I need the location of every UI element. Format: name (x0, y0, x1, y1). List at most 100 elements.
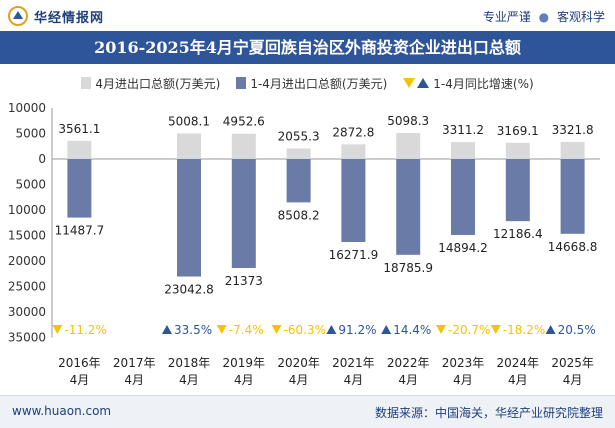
cumulative-total-bar (231, 159, 256, 269)
footer-source: 数据来源：中国海关，华经产业研究院整理 (374, 406, 603, 420)
x-tick-label-month: 4月 (398, 373, 418, 387)
x-tick-label-year: 2018年 (168, 356, 211, 370)
cumulative-total-label: 8508.2 (278, 208, 320, 222)
cumulative-total-bar (505, 159, 530, 222)
cumulative-total-bar (177, 159, 201, 277)
x-tick-label-year: 2017年 (113, 356, 156, 370)
cumulative-total-label: 14894.2 (438, 241, 488, 255)
cumulative-total-label: 23042.8 (164, 283, 214, 297)
growth-up-triangle-icon (545, 325, 556, 334)
growth-down-triangle-icon (216, 325, 227, 334)
monthly-total-label: 3169.1 (497, 124, 539, 138)
monthly-total-bar (67, 140, 92, 159)
growth-rate-label: 20.5% (558, 323, 596, 337)
x-tick-label-year: 2021年 (332, 356, 375, 370)
legend-item-growth: 1-4月同比增速(%) (403, 75, 534, 92)
huajing-logo-icon (8, 6, 28, 26)
growth-rate-label: -18.2% (503, 323, 545, 337)
x-tick-label-month: 4月 (508, 373, 528, 387)
tagline: 专业严谨 ● 客观科学 (483, 8, 605, 25)
growth-down-triangle-icon (436, 325, 446, 334)
monthly-total-bar (560, 142, 585, 159)
growth-down-triangle-icon (52, 325, 63, 334)
cumulative-total-bar (396, 159, 421, 255)
title-bar: 2016-2025年4月宁夏回族自治区外商投资企业进出口总额 (0, 31, 615, 64)
cumulative-total-bar (341, 159, 366, 242)
growth-rate-label: 33.5% (174, 323, 212, 337)
growth-up-triangle-icon (326, 325, 337, 334)
x-tick-label-month: 4月 (234, 373, 254, 387)
y-tick-label: 15000 (8, 229, 46, 243)
growth-rate-label: 14.4% (393, 323, 431, 337)
x-tick-label-year: 2025年 (551, 356, 594, 370)
bar-chart: 10000 5000 0 5000 10000 15000 20000 25000 30000 3… (8, 101, 600, 387)
x-tick-label-month: 4月 (289, 373, 309, 387)
monthly-total-bar (451, 142, 475, 159)
footer-website-link[interactable]: www.huaon.com (12, 404, 112, 418)
x-tick-label-month: 4月 (179, 373, 199, 387)
chart-title: 2016-2025年4月宁夏回族自治区外商投资企业进出口总额 (94, 38, 521, 57)
growth-rate-label: -60.3% (284, 323, 326, 337)
monthly-total-bar (396, 132, 421, 159)
monthly-total-label: 3561.1 (58, 122, 100, 136)
cumulative-total-label: 16271.9 (329, 248, 379, 262)
y-tick-label: 25000 (8, 280, 46, 294)
growth-down-triangle-icon (271, 325, 282, 334)
monthly-total-bar (505, 142, 530, 159)
monthly-total-bar (177, 133, 201, 159)
chart-legend: 4月进出口总额(万美元) 1-4月进出口总额(万美元) 1-4月同比增速(%) (0, 74, 615, 92)
x-tick-label-year: 2022年 (387, 356, 430, 370)
x-tick-label-month: 4月 (453, 373, 473, 387)
legend-label-monthly: 4月进出口总额(万美元) (95, 76, 221, 91)
legend-label-growth: 1-4月同比增速(%) (433, 76, 534, 91)
x-tick-label-year: 2020年 (277, 356, 320, 370)
y-tick-label: 5000 (15, 178, 46, 192)
legend-triangle-up-icon (417, 78, 430, 88)
monthly-total-label: 2872.8 (332, 125, 374, 139)
monthly-total-bar (341, 144, 366, 159)
monthly-total-label: 2055.3 (278, 130, 320, 144)
brand-logo[interactable]: 华经情报网 (8, 6, 104, 26)
monthly-total-bar (286, 148, 311, 159)
x-tick-label-month: 4月 (344, 373, 364, 387)
cumulative-total-label: 12186.4 (493, 227, 543, 241)
legend-item-cumulative: 1-4月进出口总额(万美元) (236, 75, 387, 92)
legend-swatch-monthly (81, 77, 92, 89)
monthly-total-label: 5098.3 (387, 114, 429, 128)
x-tick-label-year: 2019年 (223, 356, 266, 370)
tagline-left: 专业严谨 (482, 10, 531, 24)
tagline-separator: ● (538, 10, 550, 24)
x-tick-label-month: 4月 (70, 373, 90, 387)
footer: www.huaon.com 数据来源：中国海关，华经产业研究院整理 (0, 395, 615, 428)
brand-name: 华经情报网 (34, 10, 105, 26)
cumulative-total-bar (67, 159, 92, 218)
y-tick-label: 10000 (8, 203, 46, 217)
monthly-total-label: 5008.1 (168, 114, 210, 128)
growth-rate-label: 91.2% (338, 323, 376, 337)
growth-rate-label: -20.7% (448, 323, 490, 337)
legend-triangle-down-icon (403, 78, 416, 88)
monthly-total-label: 4952.6 (223, 115, 265, 129)
y-tick-label: 5000 (15, 127, 46, 141)
cumulative-total-bar (451, 159, 475, 235)
y-tick-label: 20000 (8, 254, 46, 268)
legend-label-cumulative: 1-4月进出口总额(万美元) (250, 76, 388, 91)
x-tick-label-year: 2023年 (442, 356, 485, 370)
y-tick-label: 30000 (8, 305, 46, 319)
cumulative-total-bar (286, 159, 311, 203)
cumulative-total-label: 18785.9 (383, 261, 433, 275)
cumulative-total-bar (560, 159, 585, 234)
tagline-right: 客观科学 (556, 10, 605, 24)
cumulative-total-label: 21373 (225, 274, 263, 288)
top-bar: 华经情报网 专业严谨 ● 客观科学 (0, 0, 615, 31)
cumulative-total-label: 14668.8 (548, 240, 598, 254)
growth-down-triangle-icon (490, 325, 501, 334)
y-tick-label: 10000 (8, 101, 46, 115)
growth-up-triangle-icon (162, 325, 172, 334)
monthly-total-label: 3311.2 (442, 123, 484, 137)
x-tick-label-month: 4月 (124, 373, 144, 387)
legend-item-monthly: 4月进出口总额(万美元) (81, 75, 220, 92)
y-tick-label: 0 (38, 152, 46, 166)
y-tick-label: 35000 (8, 331, 46, 345)
